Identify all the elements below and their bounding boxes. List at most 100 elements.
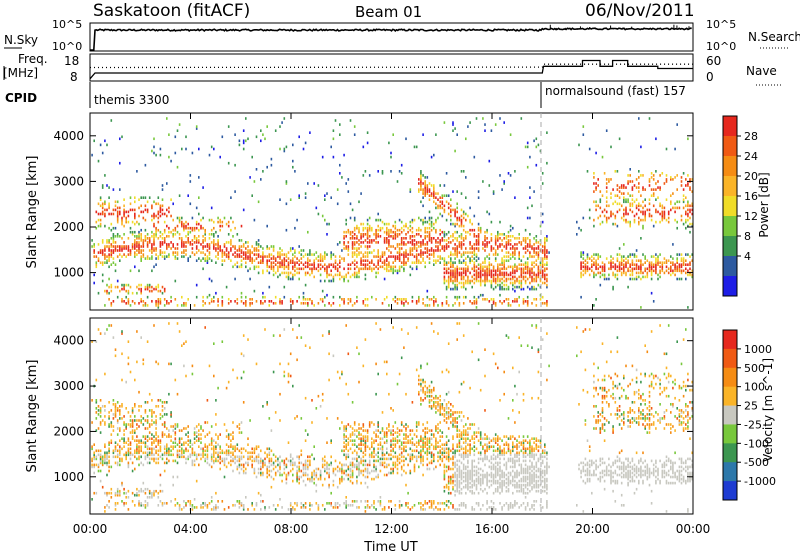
heatmap-cell: [428, 261, 431, 264]
heatmap-cell: [484, 129, 486, 132]
heatmap-cell: [452, 247, 454, 250]
heatmap-cell: [219, 461, 221, 465]
heatmap-cell: [97, 328, 100, 331]
heatmap-cell: [309, 263, 311, 266]
heatmap-cell: [433, 249, 435, 252]
heatmap-cell: [234, 245, 236, 248]
heatmap-cell: [174, 445, 177, 448]
heatmap-cell: [266, 224, 268, 228]
heatmap-cell: [242, 302, 245, 305]
heatmap-cell: [676, 257, 678, 260]
heatmap-cell: [140, 504, 142, 507]
heatmap-cell: [119, 161, 121, 165]
heatmap-cell: [163, 241, 166, 244]
heatmap-cell: [612, 285, 614, 289]
heatmap-cell: [191, 463, 194, 467]
heatmap-cell: [509, 239, 512, 242]
heatmap-cell: [505, 273, 508, 277]
heatmap-cell: [603, 275, 606, 279]
heatmap-cell: [456, 216, 458, 220]
heatmap-cell: [516, 243, 518, 246]
heatmap-cell: [591, 259, 593, 262]
heatmap-cell: [106, 291, 108, 295]
heatmap-cell: [172, 235, 174, 238]
heatmap-cell: [283, 263, 286, 266]
heatmap-cell: [210, 508, 213, 511]
heatmap-cell: [454, 267, 456, 271]
heatmap-cell: [97, 212, 100, 216]
heatmap-cell: [535, 253, 538, 256]
heatmap-cell: [181, 453, 183, 457]
heatmap-cell: [341, 463, 343, 467]
heatmap-cell: [123, 441, 125, 444]
heatmap-cell: [328, 279, 330, 283]
heatmap-cell: [302, 291, 305, 295]
heatmap-cell: [277, 463, 279, 467]
heatmap-cell: [108, 455, 110, 459]
heatmap-cell: [208, 245, 211, 248]
heatmap-cell: [403, 267, 405, 271]
heatmap-cell: [687, 263, 689, 266]
heatmap-cell: [178, 445, 181, 448]
heatmap-cell: [533, 287, 535, 291]
heatmap-cell: [183, 427, 185, 430]
heatmap-cell: [499, 273, 501, 277]
heatmap-cell: [358, 251, 360, 254]
heatmap-cell: [546, 257, 548, 260]
heatmap-cell: [191, 226, 194, 230]
heatmap-cell: [471, 279, 473, 283]
heatmap-cell: [146, 421, 149, 424]
heatmap-cell: [691, 273, 693, 277]
heatmap-cell: [529, 275, 531, 279]
heatmap-cell: [202, 241, 204, 244]
heatmap-cell: [648, 198, 651, 201]
heatmap-cell: [140, 249, 142, 252]
heatmap-cell: [170, 159, 172, 163]
heatmap-cell: [691, 259, 693, 262]
heatmap-cell: [516, 285, 518, 289]
heatmap-cell: [650, 176, 653, 179]
heatmap-cell: [185, 502, 187, 505]
heatmap-cell: [287, 372, 290, 376]
heatmap-cell: [255, 459, 258, 463]
heatmap-cell: [155, 405, 157, 408]
heatmap-cell: [687, 208, 689, 212]
heatmap-cell: [144, 455, 147, 459]
heatmap-cell: [159, 473, 162, 477]
heatmap-cell: [655, 182, 657, 185]
heatmap-cell: [146, 401, 149, 404]
heatmap-cell: [296, 471, 298, 475]
heatmap-cell: [313, 304, 315, 307]
heatmap-cell: [509, 253, 512, 256]
heatmap-cell: [612, 257, 614, 260]
heatmap-cell: [219, 455, 221, 459]
heatmap-cell: [112, 237, 115, 240]
heatmap-cell: [512, 283, 514, 287]
heatmap-cell: [272, 247, 275, 250]
heatmap-cell: [157, 435, 160, 438]
heatmap-cell: [516, 279, 518, 283]
heatmap-cell: [381, 172, 384, 175]
heatmap-cell: [430, 239, 433, 242]
heatmap-cell: [362, 253, 365, 256]
heatmap-cell: [364, 265, 367, 269]
heatmap-cell: [151, 433, 153, 436]
heatmap-cell: [232, 447, 234, 451]
heatmap-cell: [159, 251, 162, 254]
heatmap-cell: [490, 233, 493, 236]
heatmap-cell: [289, 502, 292, 505]
heatmap-cell: [347, 352, 350, 356]
heatmap-cell: [375, 265, 377, 269]
heatmap-cell: [307, 477, 309, 481]
heatmap-cell: [655, 259, 657, 262]
heatmap-cell: [129, 196, 132, 199]
heatmap-cell: [134, 504, 136, 507]
heatmap-cell: [127, 283, 130, 287]
heatmap-cell: [114, 461, 117, 465]
heatmap-cell: [518, 253, 520, 256]
heatmap-cell: [324, 263, 326, 266]
heatmap-cell: [108, 291, 110, 295]
heatmap-cell: [110, 249, 113, 252]
heatmap-cell: [610, 267, 612, 271]
heatmap-cell: [232, 457, 234, 461]
